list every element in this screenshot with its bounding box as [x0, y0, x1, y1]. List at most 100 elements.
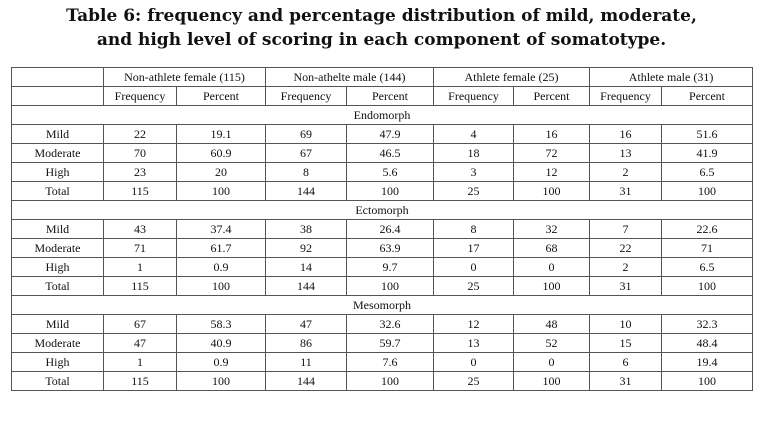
table-cell: 32.6	[346, 314, 434, 334]
sub-header: Frequency	[265, 86, 347, 106]
sub-header: Percent	[176, 86, 266, 106]
table-cell: 37.4	[176, 219, 266, 239]
table-cell: 59.7	[346, 333, 434, 353]
table-cell: 7	[589, 219, 662, 239]
row-label: Total	[11, 371, 104, 391]
table-cell: 72	[513, 143, 590, 163]
sub-header: Percent	[346, 86, 434, 106]
table-cell: 46.5	[346, 143, 434, 163]
table-cell: 0	[513, 352, 590, 372]
row-label: Moderate	[11, 333, 104, 353]
table-cell: 1	[103, 352, 177, 372]
table-cell: 11	[265, 352, 347, 372]
row-label: High	[11, 162, 104, 182]
table-cell: 69	[265, 124, 347, 144]
table-cell: 100	[660, 371, 754, 391]
row-label: High	[11, 257, 104, 277]
table-cell: 2	[589, 257, 662, 277]
table-row: High 1 0.9 11 7.6 0 0 6 19.4	[11, 352, 754, 372]
table-cell: 14	[265, 257, 347, 277]
row-label: Total	[11, 181, 104, 201]
table-cell: 100	[660, 276, 754, 296]
table-cell: 26.4	[346, 219, 434, 239]
table-cell: 31	[589, 276, 662, 296]
table-cell: 0.9	[176, 257, 266, 277]
table-cell: 100	[346, 181, 434, 201]
table-cell: 67	[265, 143, 347, 163]
table-cell: 25	[433, 276, 514, 296]
table-cell: 100	[513, 371, 590, 391]
table-cell: 31	[589, 181, 662, 201]
row-label: Moderate	[11, 143, 104, 163]
table-cell: 31	[589, 371, 662, 391]
table-cell: 18	[433, 143, 514, 163]
table-cell: 40.9	[176, 333, 266, 353]
table-row: High 23 20 8 5.6 3 12 2 6.5	[11, 162, 754, 182]
table-cell: 144	[265, 371, 347, 391]
table-cell: 43	[103, 219, 177, 239]
table-cell: 100	[513, 276, 590, 296]
table-cell: 6.5	[660, 162, 754, 182]
table-cell: 71	[660, 238, 754, 258]
sub-header: Percent	[660, 86, 754, 106]
table-cell: 0	[433, 257, 514, 277]
table-cell: 100	[176, 276, 266, 296]
table-cell: 32	[513, 219, 590, 239]
row-label: High	[11, 352, 104, 372]
table-cell: 16	[589, 124, 662, 144]
table-row: Mild 22 19.1 69 47.9 4 16 16 51.6	[11, 124, 754, 144]
table-cell: 19.1	[176, 124, 266, 144]
section-row: Mesomorph	[10, 295, 754, 315]
table-caption: Table 6: frequency and percentage distri…	[0, 4, 763, 52]
section-title: Ectomorph	[10, 200, 754, 220]
table-row: High 1 0.9 14 9.7 0 0 2 6.5	[11, 257, 754, 277]
table-cell: 1	[103, 257, 177, 277]
caption-line-2: and high level of scoring in each compon…	[96, 30, 667, 50]
table-cell: 92	[265, 238, 347, 258]
sub-header: Frequency	[433, 86, 514, 106]
table-cell: 70	[103, 143, 177, 163]
table-cell: 48.4	[660, 333, 754, 353]
row-label: Moderate	[11, 238, 104, 258]
row-label: Mild	[11, 314, 104, 334]
table-cell: 48	[513, 314, 590, 334]
table-cell: 12	[513, 162, 590, 182]
group-header: Athlete male (31)	[588, 67, 754, 87]
table-cell: 20	[176, 162, 266, 182]
table-row: Moderate 71 61.7 92 63.9 17 68 22 71	[11, 238, 754, 258]
table-cell: 19.4	[660, 352, 754, 372]
sub-header: Percent	[513, 86, 590, 106]
somatotype-table: Non-athlete female (115) Non-athelte male…	[10, 67, 754, 391]
table-cell: 5.6	[346, 162, 434, 182]
table-cell: 25	[433, 181, 514, 201]
sub-header: Frequency	[589, 86, 662, 106]
table-cell: 22.6	[660, 219, 754, 239]
header-row-sub: Frequency Percent Frequency Percent Frequenc…	[11, 86, 754, 106]
table-cell: 4	[433, 124, 514, 144]
table-cell: 100	[176, 181, 266, 201]
table-cell: 25	[433, 371, 514, 391]
table-cell: 100	[660, 181, 754, 201]
table-cell: 0	[433, 352, 514, 372]
table-cell: 22	[103, 124, 177, 144]
table-row: Total 115 100 144 100 25 100 31 100	[11, 276, 754, 296]
table-cell: 16	[513, 124, 590, 144]
sub-header: Frequency	[103, 86, 177, 106]
table-cell: 0	[513, 257, 590, 277]
table-cell: 86	[265, 333, 347, 353]
table-row: Mild 43 37.4 38 26.4 8 32 7 22.6	[11, 219, 754, 239]
table-row: Mild 67 58.3 47 32.6 12 48 10 32.3	[11, 314, 754, 334]
table-row: Moderate 70 60.9 67 46.5 18 72 13 41.9	[11, 143, 754, 163]
table-cell: 144	[265, 276, 347, 296]
table-cell: 8	[433, 219, 514, 239]
table-cell: 115	[103, 276, 177, 296]
table-cell: 68	[513, 238, 590, 258]
corner-cell	[11, 67, 104, 87]
table-cell: 100	[513, 181, 590, 201]
table-cell: 61.7	[176, 238, 266, 258]
table-cell: 47	[103, 333, 177, 353]
table-cell: 47.9	[346, 124, 434, 144]
table-row: Total 115 100 144 100 25 100 31 100	[11, 371, 754, 391]
table-cell: 23	[103, 162, 177, 182]
table-cell: 60.9	[176, 143, 266, 163]
